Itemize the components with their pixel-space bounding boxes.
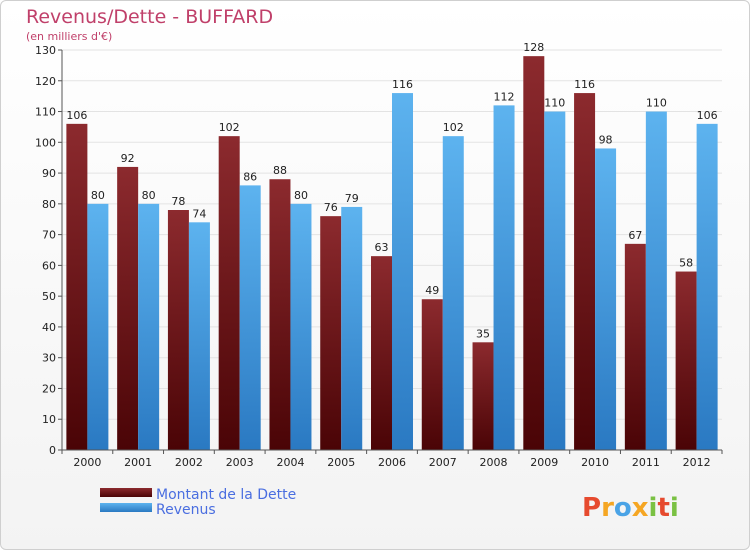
- revenue-bar: [341, 206, 363, 450]
- chart-title: Revenus/Dette - BUFFARD: [26, 6, 273, 28]
- chart-subtitle: (en milliers d'€): [26, 30, 112, 43]
- y-tick-label: 80: [42, 198, 56, 211]
- debt-bar: [167, 210, 189, 450]
- value-label: 74: [192, 207, 206, 220]
- value-label: 35: [476, 327, 490, 340]
- value-label: 102: [219, 121, 240, 134]
- debt-bar: [624, 243, 646, 450]
- logo-letter: t: [657, 493, 669, 523]
- x-tick-label: 2006: [378, 456, 406, 469]
- logo-letter: x: [632, 493, 649, 523]
- y-tick-label: 0: [49, 444, 56, 457]
- x-tick-label: 2007: [429, 456, 457, 469]
- value-label: 76: [324, 201, 338, 214]
- value-label: 106: [697, 109, 718, 122]
- y-tick-label: 120: [35, 75, 56, 88]
- value-label: 92: [121, 152, 135, 165]
- value-label: 80: [294, 189, 308, 202]
- debt-bar: [269, 179, 291, 450]
- legend-label-debt: Montant de la Dette: [156, 487, 296, 503]
- y-tick-label: 110: [35, 106, 56, 119]
- y-tick-label: 10: [42, 413, 56, 426]
- legend-swatch-debt: [100, 488, 152, 497]
- x-tick-label: 2002: [175, 456, 203, 469]
- value-label: 79: [345, 192, 359, 205]
- y-tick-label: 130: [35, 44, 56, 57]
- legend-swatch-revenue: [100, 503, 152, 512]
- value-label: 88: [273, 164, 287, 177]
- y-tick-label: 30: [42, 352, 56, 365]
- value-label: 128: [523, 41, 544, 54]
- proxiti-logo: Proxiti: [582, 493, 679, 523]
- debt-bar: [371, 256, 392, 450]
- revenue-bar: [544, 111, 566, 451]
- debt-bar: [320, 216, 342, 450]
- value-label: 63: [375, 241, 389, 254]
- axes: 0 10 20 30 40 50 60 70 80 90 100 110 120 130 2000 2001 2…: [35, 44, 723, 469]
- revenue-bar: [442, 136, 464, 450]
- value-label: 58: [679, 257, 693, 270]
- debt-bar: [472, 342, 494, 450]
- revenue-bar: [138, 203, 160, 450]
- value-label: 102: [443, 121, 464, 134]
- logo-letter: i: [649, 493, 658, 523]
- value-label: 106: [66, 109, 87, 122]
- value-label: 80: [142, 189, 156, 202]
- revenue-bar: [290, 203, 312, 450]
- x-tick-label: 2012: [683, 456, 711, 469]
- x-tick-label: 2010: [581, 456, 609, 469]
- y-tick-label: 40: [42, 321, 56, 334]
- x-tick-label: 2005: [327, 456, 355, 469]
- x-tick-label: 2004: [276, 456, 304, 469]
- y-tick-label: 100: [35, 136, 56, 149]
- value-label: 78: [171, 195, 185, 208]
- logo-letter: i: [670, 493, 679, 523]
- value-label: 112: [494, 90, 515, 103]
- debt-bar: [523, 56, 545, 451]
- debt-bar: [421, 299, 443, 450]
- value-label: 110: [544, 97, 565, 110]
- legend-label-revenue: Revenus: [156, 502, 216, 518]
- x-tick-label: 2009: [530, 456, 558, 469]
- x-tick-label: 2008: [480, 456, 508, 469]
- debt-bar: [117, 166, 139, 450]
- revenue-bar: [392, 93, 413, 451]
- bars: [66, 56, 718, 451]
- y-tick-label: 20: [42, 382, 56, 395]
- debt-bar: [66, 123, 88, 450]
- revenue-bar: [239, 185, 261, 450]
- x-tick-label: 2000: [73, 456, 101, 469]
- value-label: 98: [599, 133, 613, 146]
- revenue-bar: [595, 148, 617, 450]
- value-label: 49: [425, 284, 439, 297]
- x-tick-label: 2001: [124, 456, 152, 469]
- revenue-bar: [188, 222, 210, 450]
- revenue-bar: [493, 105, 515, 450]
- value-label: 116: [574, 78, 595, 91]
- value-label: 116: [392, 78, 413, 91]
- value-labels: 106 80 92 80 78 74 102 86 88 80 76 79 63 116 49 102 35 11…: [66, 41, 717, 340]
- value-label: 86: [243, 170, 257, 183]
- value-label: 110: [646, 97, 667, 110]
- y-tick-label: 90: [42, 167, 56, 180]
- revenue-bar: [696, 123, 718, 450]
- logo-letter: P: [582, 493, 601, 523]
- x-tick-label: 2011: [632, 456, 660, 469]
- x-tick-label: 2003: [226, 456, 254, 469]
- value-label: 67: [628, 229, 642, 242]
- y-tick-label: 60: [42, 259, 56, 272]
- y-tick-label: 50: [42, 290, 56, 303]
- debt-bar: [218, 136, 240, 450]
- value-label: 80: [91, 189, 105, 202]
- legend: Montant de la Dette Revenus: [100, 487, 296, 518]
- y-tick-label: 70: [42, 229, 56, 242]
- logo-letter: r: [601, 493, 614, 523]
- debt-bar: [675, 271, 697, 450]
- logo-letter: o: [614, 493, 632, 523]
- debt-bar: [574, 93, 596, 451]
- revenue-bar: [87, 203, 109, 450]
- revenue-bar: [645, 111, 667, 451]
